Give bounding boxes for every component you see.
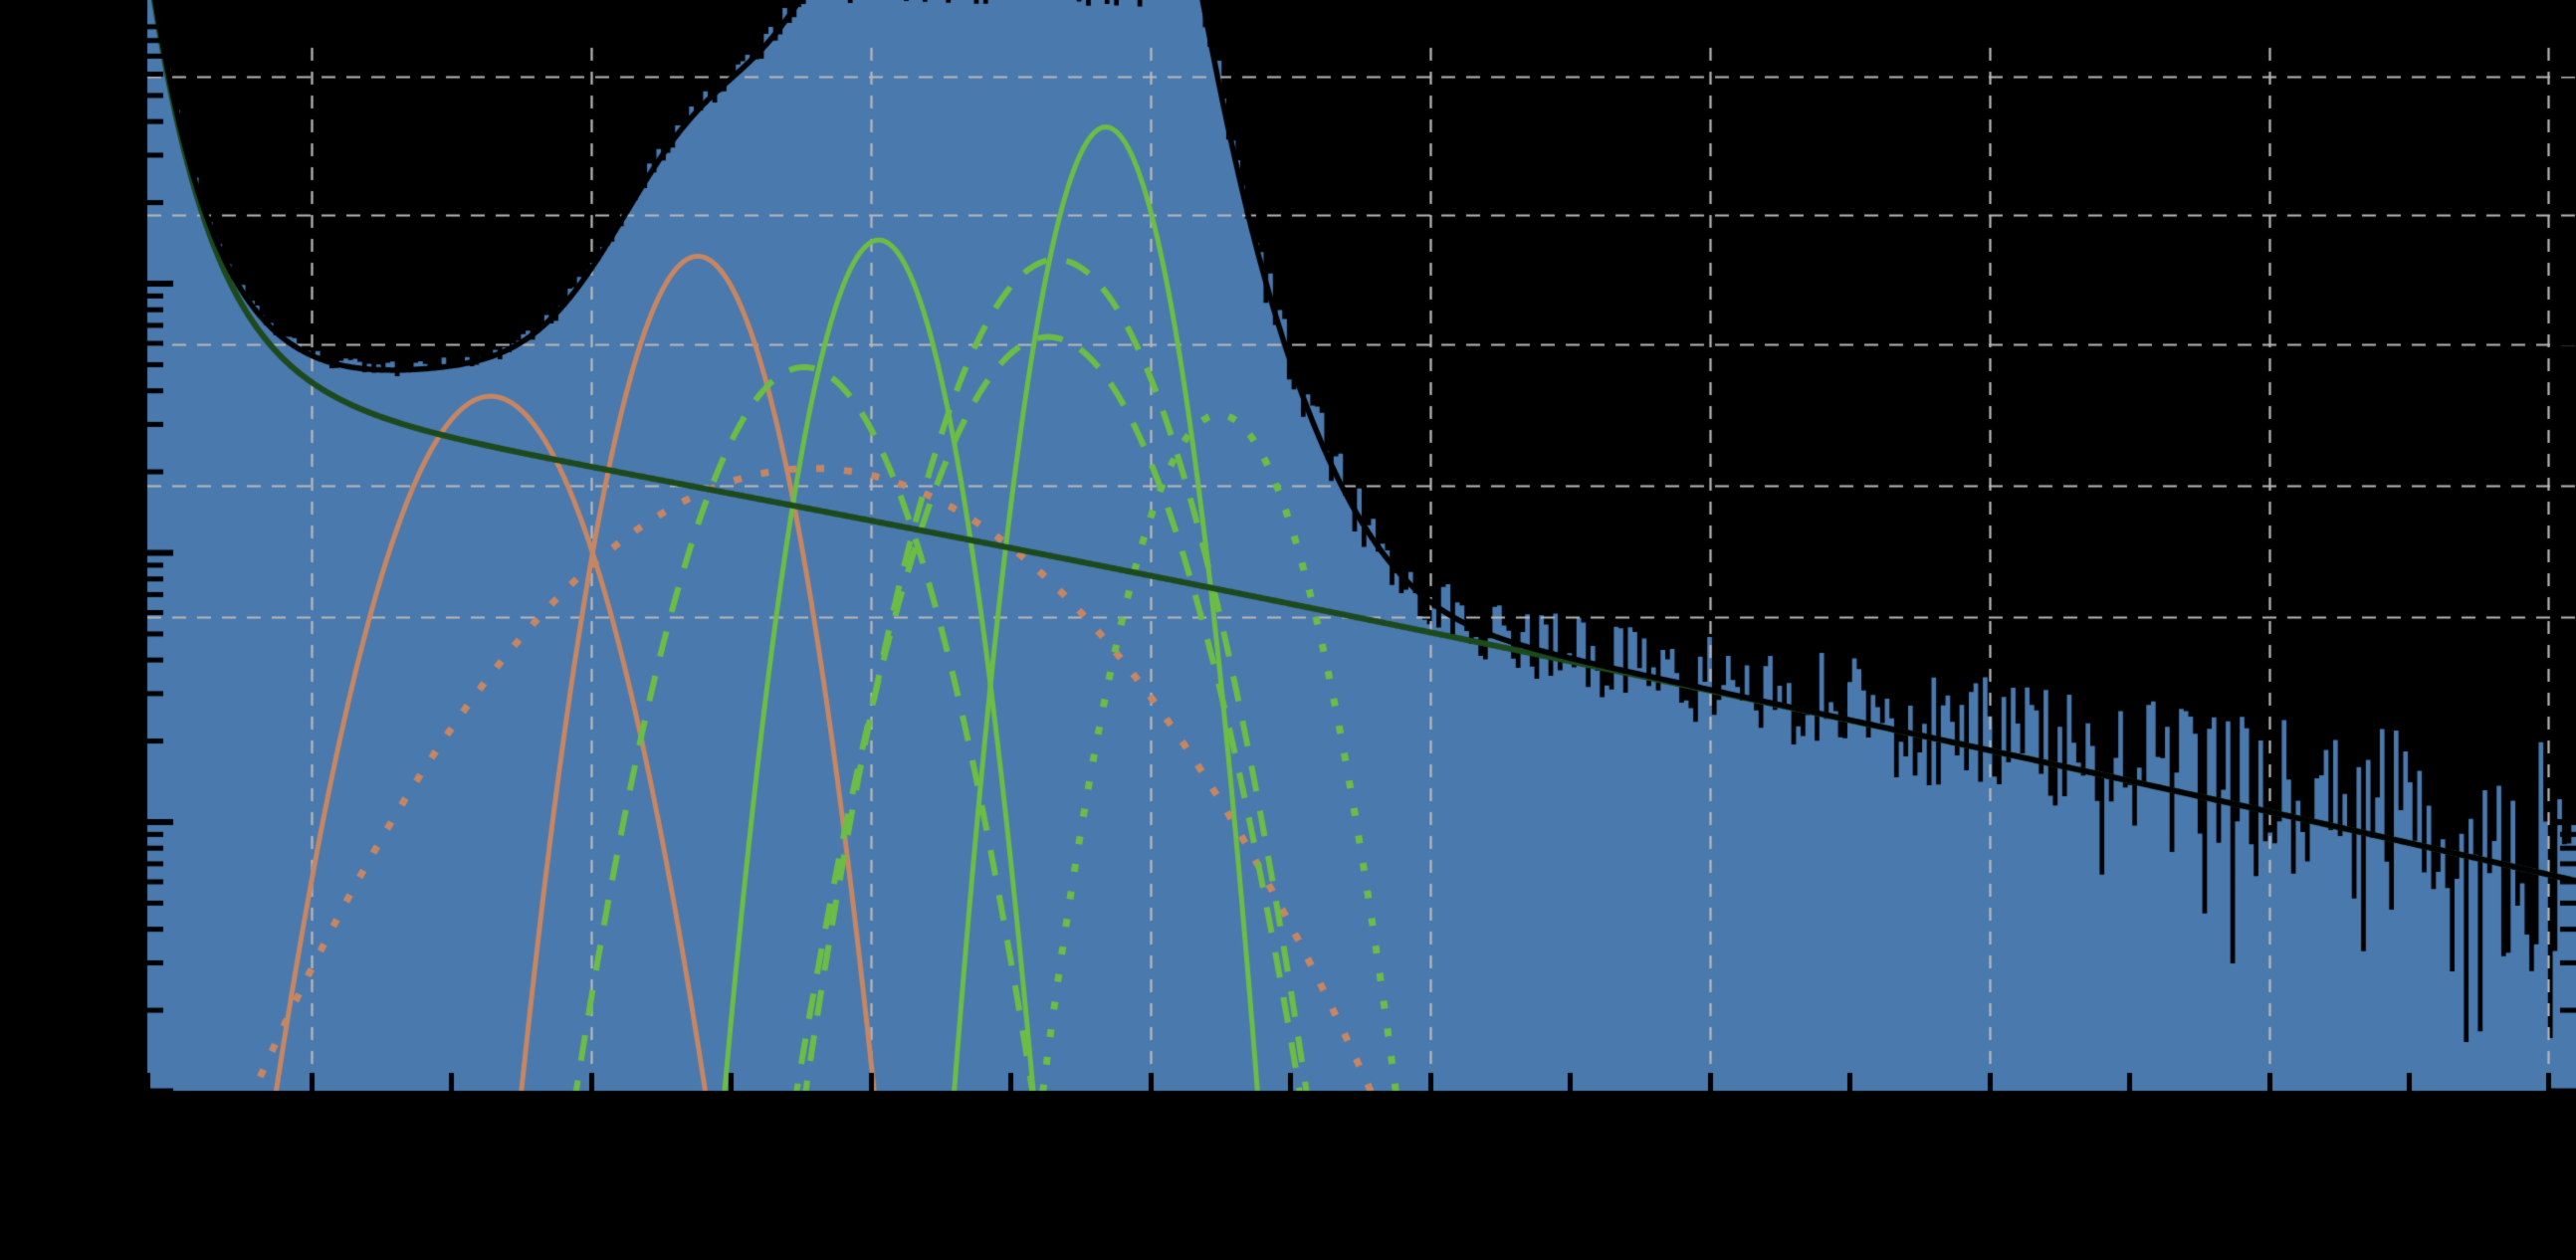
spectrum-plot bbox=[0, 0, 2576, 1260]
figure-canvas bbox=[0, 0, 2576, 1260]
